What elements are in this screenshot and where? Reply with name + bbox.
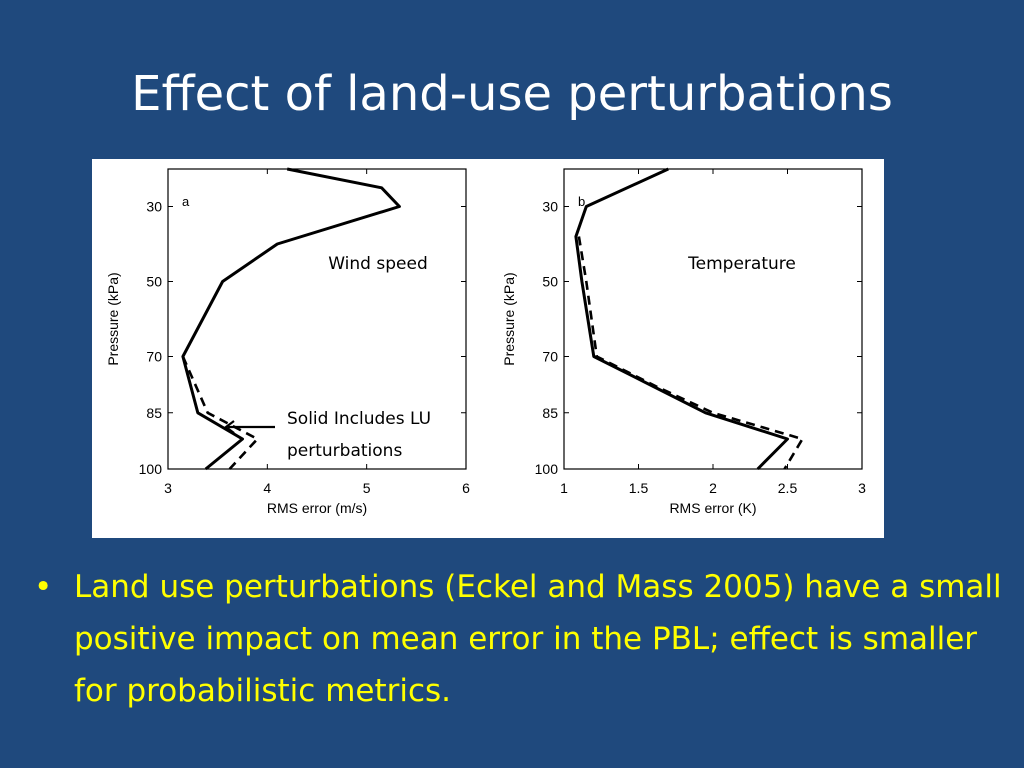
- wind-speed-series: [181, 167, 401, 471]
- callout-line-2: perturbations: [287, 441, 402, 461]
- temperature-xtick-label: 2: [709, 480, 717, 496]
- wind-speed-xtick-label: 5: [363, 480, 371, 496]
- temperature-xtick-label: 2.5: [778, 480, 798, 496]
- wind-speed-ytick-label: 100: [139, 461, 163, 477]
- wind-speed-ytick-label: 70: [146, 349, 162, 365]
- wind-speed-xlabel: RMS error (m/s): [267, 500, 367, 516]
- callout-line-1: Solid Includes LU: [287, 409, 431, 429]
- temperature-ytick-label: 30: [542, 199, 558, 215]
- figure-svg: 3 4 5 6 30 50 70 85 100 a RMS error (m/s) Pressu…: [105, 167, 866, 516]
- temperature-ticks: [563, 169, 863, 470]
- wind-speed-dashed-line: [181, 355, 259, 470]
- temperature-ytick-label: 70: [542, 349, 558, 365]
- temperature-ytick-label: 50: [542, 274, 558, 290]
- bullet-text: Land use perturbations (Eckel and Mass 2…: [74, 569, 1002, 709]
- wind-speed-panel-letter: a: [182, 194, 190, 209]
- temperature-xtick-label: 1: [560, 480, 568, 496]
- temperature-tick-labels: 1 1.5 2 2.5 3 30 50 70 85 100: [535, 199, 866, 497]
- temperature-axes-box: [563, 168, 863, 470]
- temperature-xtick-label: 1.5: [629, 480, 649, 496]
- wind-speed-annotation: Wind speed: [328, 254, 428, 274]
- wind-speed-ytick-label: 85: [146, 405, 162, 421]
- slide-title: Effect of land-use perturbations: [131, 66, 893, 122]
- wind-speed-ticks: [167, 169, 467, 470]
- figure-panel: 3 4 5 6 30 50 70 85 100 a RMS error (m/s) Pressu…: [92, 159, 884, 538]
- bullet-point: • Land use perturbations (Eckel and Mass…: [34, 561, 1004, 717]
- wind-speed-axes-box: [167, 168, 467, 470]
- temperature-solid-line: [574, 167, 789, 471]
- wind-speed-xtick-label: 4: [263, 480, 271, 496]
- wind-speed-xtick-label: 6: [462, 480, 470, 496]
- temperature-ytick-label: 85: [542, 405, 558, 421]
- callout-arrow: [224, 420, 275, 434]
- wind-speed-ylabel: Pressure (kPa): [105, 272, 121, 365]
- temperature-panel-letter: b: [578, 194, 585, 209]
- wind-speed-tick-labels: 3 4 5 6 30 50 70 85 100: [139, 199, 470, 497]
- lu-callout: Solid Includes LU perturbations: [224, 409, 431, 461]
- wind-speed-xtick-label: 3: [164, 480, 172, 496]
- temperature-ylabel: Pressure (kPa): [501, 272, 517, 365]
- temperature-dashed-line: [577, 236, 804, 470]
- bullet-dot: •: [34, 569, 53, 605]
- temperature-series: [574, 167, 804, 471]
- temperature-xlabel: RMS error (K): [669, 500, 756, 516]
- wind-speed-plot: 3 4 5 6 30 50 70 85 100 a RMS error (m/s) Pressu…: [105, 167, 470, 516]
- temperature-xtick-label: 3: [858, 480, 866, 496]
- temperature-annotation: Temperature: [687, 254, 796, 274]
- wind-speed-ytick-label: 50: [146, 274, 162, 290]
- wind-speed-ytick-label: 30: [146, 199, 162, 215]
- temperature-plot: 1 1.5 2 2.5 3 30 50 70 85 100 b RMS error (K) Pre…: [501, 167, 866, 516]
- wind-speed-solid-line: [181, 167, 401, 471]
- temperature-ytick-label: 100: [535, 461, 559, 477]
